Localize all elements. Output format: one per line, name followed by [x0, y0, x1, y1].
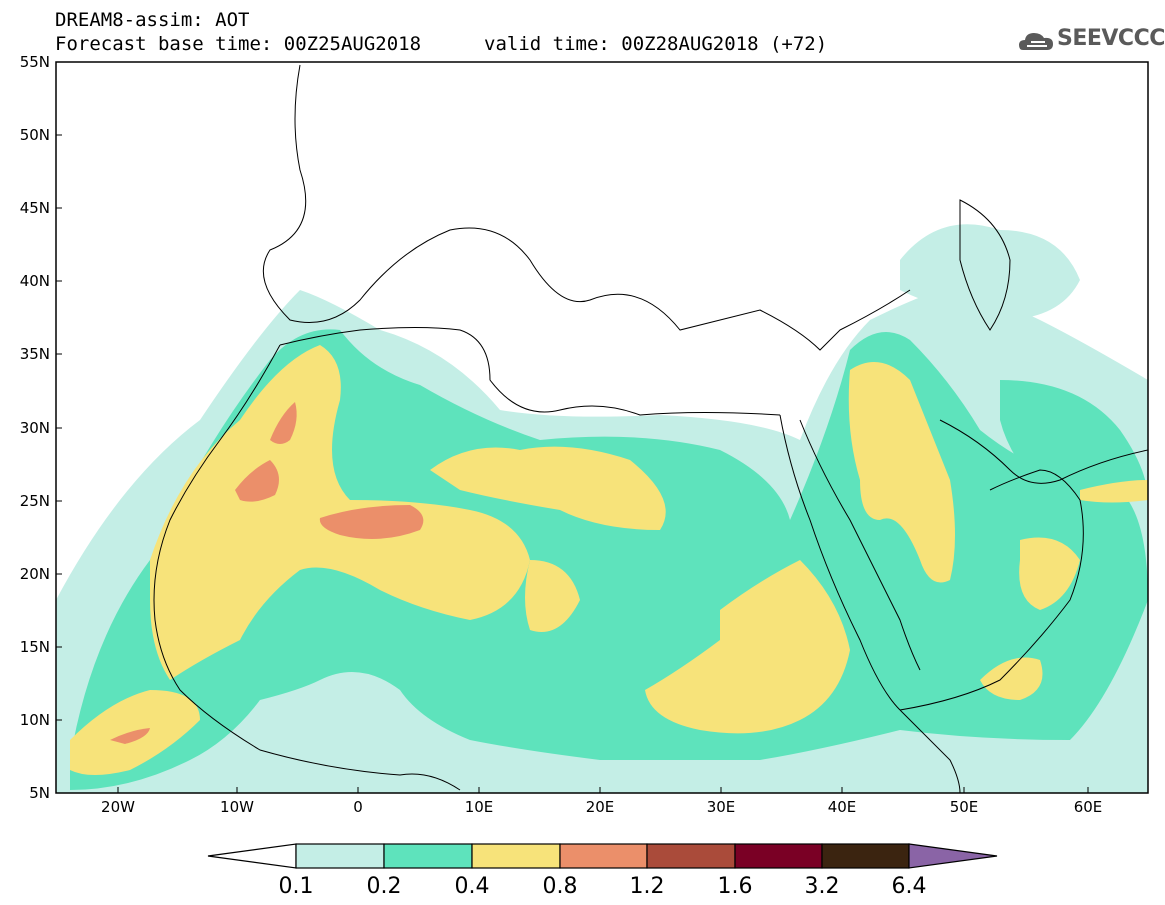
coastlines — [153, 64, 1148, 793]
aot-level-0.8-atlas — [270, 402, 297, 444]
lat-label: 55N — [20, 53, 50, 71]
seevccc-cloud-logo-icon — [1019, 33, 1053, 50]
lat-label: 25N — [20, 492, 50, 510]
coastline-persian-gulf — [939, 419, 1148, 484]
colorbar-swatch — [559, 843, 648, 869]
lat-label: 15N — [20, 638, 50, 656]
colorbar: 0.1 0.2 0.4 0.8 1.2 1.6 3.2 6.4 — [207, 843, 998, 899]
lon-label: 10E — [465, 798, 494, 816]
aot-level-0.4-arabia — [848, 362, 955, 583]
aot-field — [56, 224, 1148, 793]
lon-label: 30E — [707, 798, 736, 816]
colorbar-swatch — [471, 843, 561, 869]
valid-time: valid time: 00Z28AUG2018 (+72) — [484, 33, 828, 55]
lat-label: 30N — [20, 419, 50, 437]
aot-level-0.4-yemen — [980, 657, 1043, 700]
aot-level-0.8-morocco — [235, 460, 279, 502]
coastline-north-africa — [279, 327, 781, 416]
colorbar-label: 1.6 — [718, 874, 753, 899]
colorbar-swatch — [734, 843, 823, 869]
lon-label: 60E — [1074, 798, 1103, 816]
lat-label: 35N — [20, 345, 50, 363]
colorbar-under-arrow — [207, 843, 297, 869]
coastline-arabia — [899, 469, 1084, 711]
lon-label: 20E — [586, 798, 615, 816]
seevccc-logo-text: SEEVCCC — [1057, 26, 1165, 51]
aot-level-0.4-sudan — [645, 560, 850, 734]
colorbar-label: 1.2 — [630, 874, 665, 899]
aot-level-0.8-guinea — [110, 728, 150, 744]
aot-level-0.1-caspian — [900, 224, 1080, 320]
lat-label: 45N — [20, 199, 50, 217]
coastline-west-africa — [153, 344, 461, 791]
aot-level-0.4-oman — [1019, 537, 1080, 610]
lon-label: 50E — [950, 798, 979, 816]
colorbar-over-arrow — [908, 843, 998, 869]
colorbar-label: 0.1 — [279, 874, 314, 899]
lat-label: 50N — [20, 126, 50, 144]
colorbar-label: 0.8 — [543, 874, 578, 899]
colorbar-label: 3.2 — [805, 874, 840, 899]
aot-level-0.4-gulf — [1080, 480, 1148, 503]
lon-label: 40E — [828, 798, 857, 816]
colorbar-swatch — [646, 843, 736, 869]
colorbar-swatch — [821, 843, 910, 869]
coastline-caspian — [959, 199, 1011, 331]
colorbar-swatch — [383, 843, 473, 869]
lat-label: 10N — [20, 711, 50, 729]
coastline-horn-africa — [899, 709, 961, 793]
lon-label: 20W — [101, 798, 135, 816]
lon-label: 10W — [220, 798, 254, 816]
longitude-axis: 20W 10W 0 10E 20E 30E 40E 50E 60E — [101, 787, 1102, 816]
latitude-axis: 55N 50N 45N 40N 35N 30N 25N 20N 15N 10N … — [20, 53, 62, 802]
map-title: DREAM8-assim: AOT — [55, 9, 250, 31]
lon-label: 0 — [353, 798, 363, 816]
forecast-base-time: Forecast base time: 00Z25AUG2018 — [55, 33, 422, 55]
aot-level-0.2-iran — [1000, 380, 1148, 500]
aot-level-0.4-central — [430, 446, 666, 530]
aot-level-0.8-algeria — [319, 505, 424, 539]
coastline-red-sea — [779, 414, 921, 711]
lat-label: 5N — [29, 784, 50, 802]
colorbar-label: 0.2 — [367, 874, 402, 899]
colorbar-swatch — [295, 843, 385, 869]
lat-label: 20N — [20, 565, 50, 583]
colorbar-label: 0.4 — [455, 874, 490, 899]
lat-label: 40N — [20, 272, 50, 290]
aot-level-0.4-chad — [525, 560, 580, 632]
colorbar-label: 6.4 — [892, 874, 927, 899]
coastline-europe — [262, 64, 911, 351]
